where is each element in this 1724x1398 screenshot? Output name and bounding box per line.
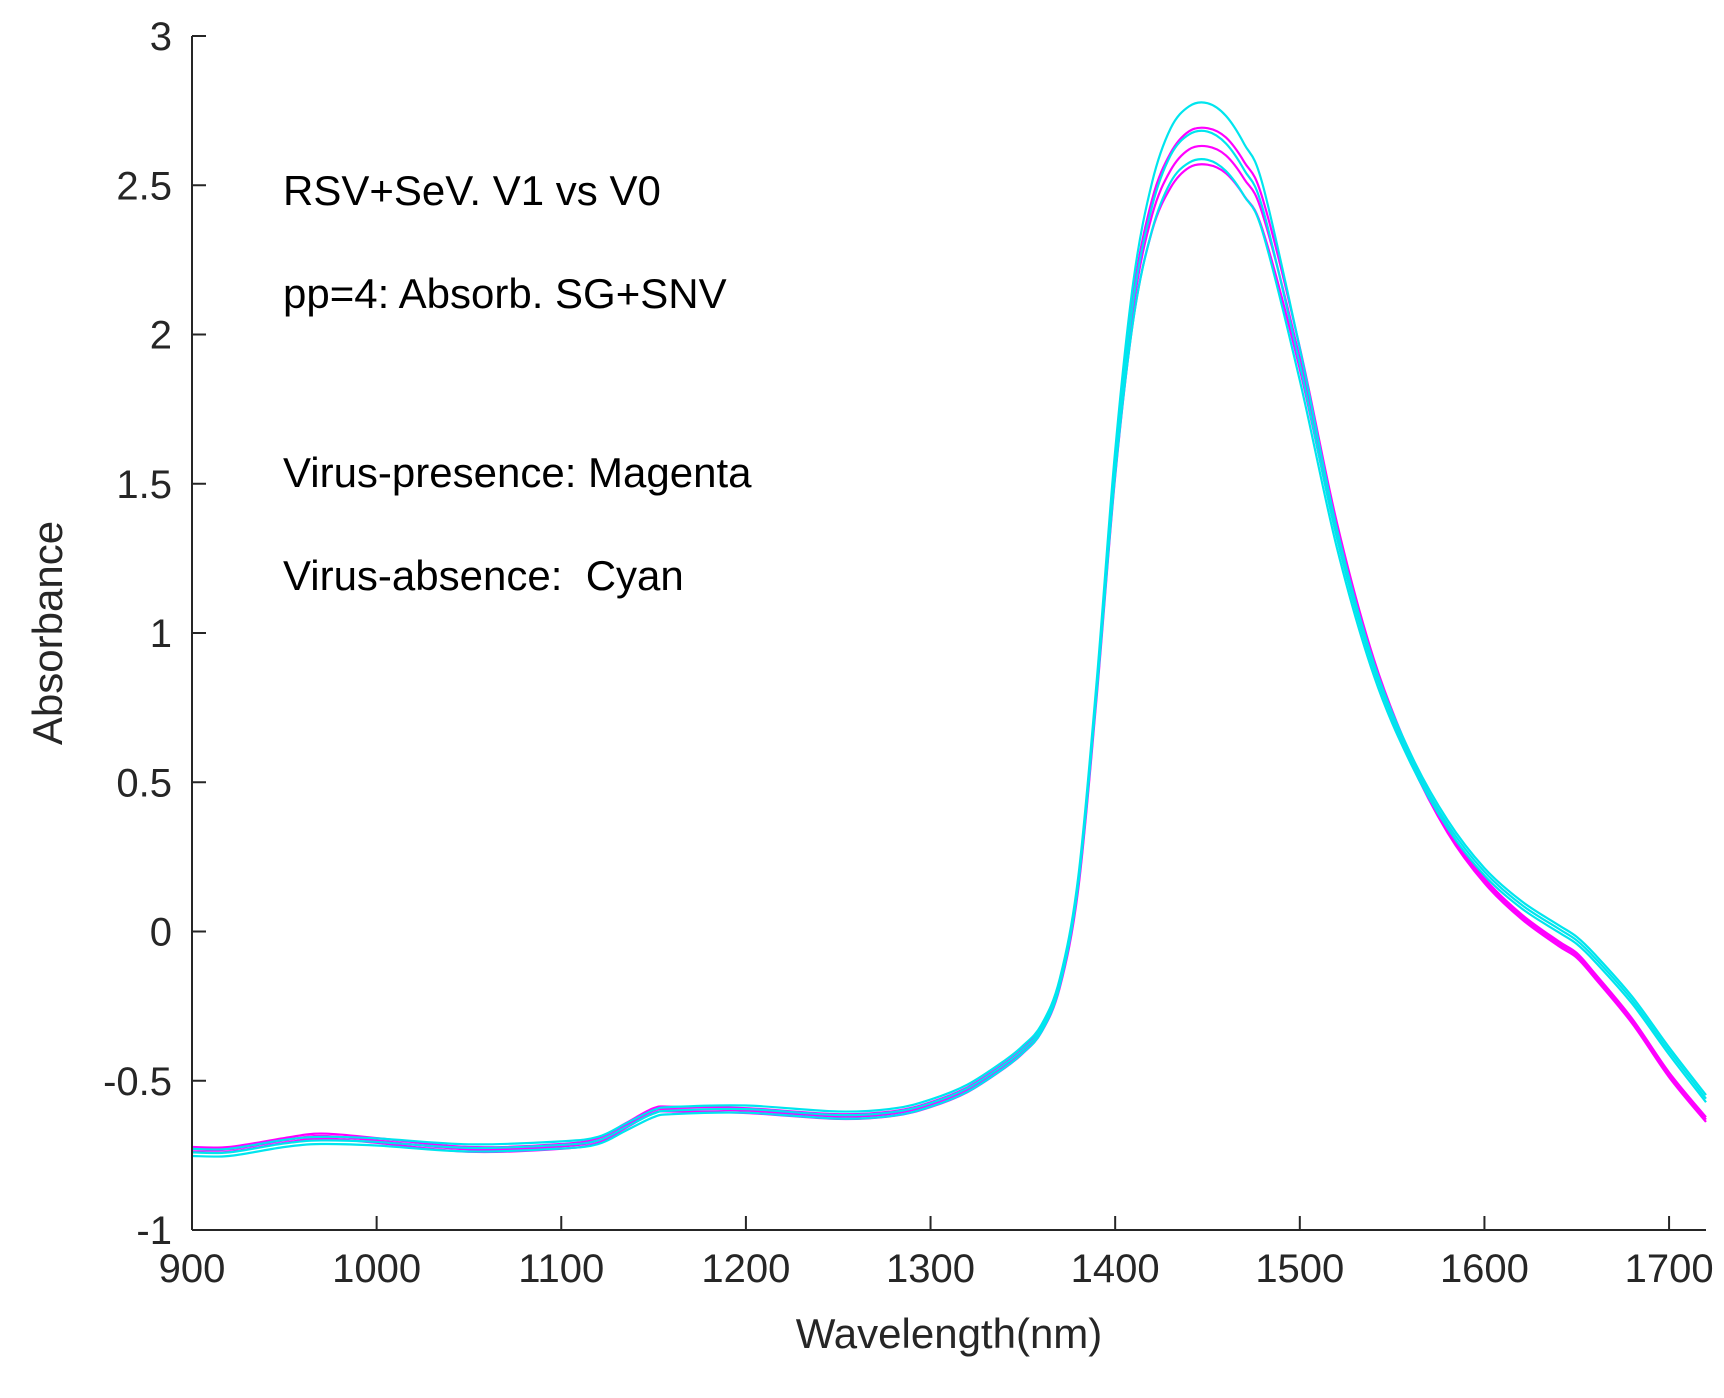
y-tick-label: -0.5 [103, 1060, 172, 1104]
x-tick-label: 1400 [1071, 1247, 1160, 1291]
x-tick-label: 1700 [1625, 1247, 1714, 1291]
y-tick-label: 1 [150, 612, 172, 656]
x-tick-label: 1200 [701, 1247, 790, 1291]
annotation-title: RSV+SeV. V1 vs V0 [283, 167, 661, 214]
legend-virus-absence: Virus-absence: Cyan [283, 552, 684, 599]
x-tick-label: 1000 [332, 1247, 421, 1291]
y-tick-label: 3 [150, 15, 172, 59]
series-layer [191, 101, 1707, 1158]
x-tick-label: 1100 [518, 1247, 604, 1291]
y-tick-label: 1.5 [116, 463, 172, 507]
cyan-spectrum-line [191, 158, 1707, 1158]
y-axis-label: Absorbance [24, 521, 71, 745]
x-tick-label: 1600 [1440, 1247, 1529, 1291]
x-tick-label: 1500 [1255, 1247, 1344, 1291]
series-virus-absence [191, 101, 1707, 1158]
y-tick-label: 0.5 [116, 761, 172, 805]
x-axis-label: Wavelength(nm) [796, 1310, 1103, 1357]
y-tick-label: 2 [150, 314, 172, 358]
legend-virus-presence: Virus-presence: Magenta [283, 449, 752, 496]
x-tick-label: 1300 [886, 1247, 975, 1291]
y-tick-label: 2.5 [116, 164, 172, 208]
y-tick-label: -1 [136, 1209, 172, 1253]
cyan-spectrum-line [191, 101, 1707, 1151]
x-tick-label: 900 [159, 1247, 226, 1291]
annotation-preprocessing: pp=4: Absorb. SG+SNV [283, 270, 727, 317]
y-tick-label: 0 [150, 911, 172, 955]
ticks-layer: 900 1000 1100 1200 1300 1400 1500 1600 1700 -1 -0.… [103, 15, 1714, 1291]
